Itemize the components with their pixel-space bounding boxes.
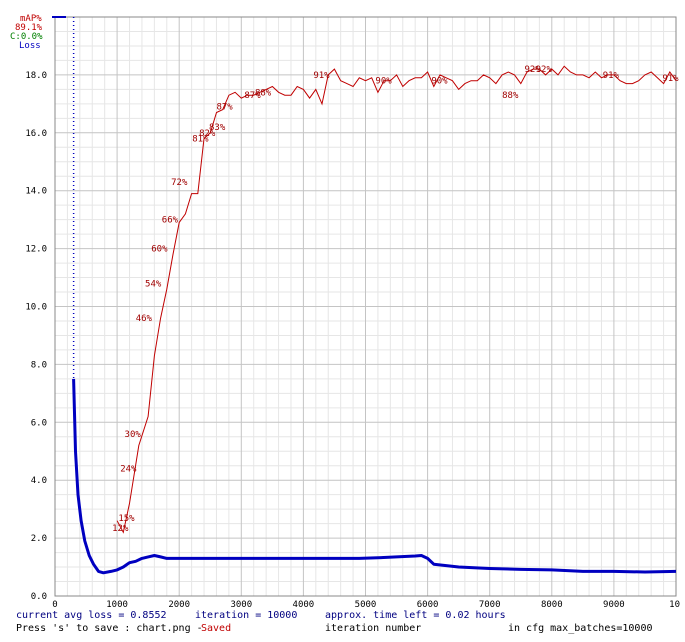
map-point-label: 15% [118, 514, 135, 524]
loss-line [72, 378, 677, 575]
map-point-label: 90% [431, 77, 448, 87]
x-tick-label: 7000 [479, 600, 501, 610]
y-tick-label: 6.0 [31, 418, 47, 428]
x-tick-labels: 0 1000 2000 3000 4000 5000 6000 7000 8000 9000 10 [52, 600, 680, 610]
x-tick-label: 3000 [230, 600, 252, 610]
y-tick-label: 14.0 [25, 187, 47, 197]
map-point-label: 88% [502, 91, 519, 101]
map-point-label: 87% [216, 103, 233, 113]
map-point-label: 91% [603, 71, 620, 81]
map-annotations: 12%15%24%30%46%54%60%66%72%81%82%83%87%8… [112, 65, 679, 534]
x-tick-label: 0 [52, 600, 57, 610]
map-point-label: 72% [171, 178, 188, 188]
map-point-label: 81% [192, 135, 209, 145]
map-point-label: 12% [112, 524, 129, 534]
map-point-label: 83% [209, 123, 226, 133]
plot-border [54, 16, 677, 597]
map-point-label: 82% [199, 129, 216, 139]
map-point-label: 91% [313, 71, 330, 81]
map-point-label: 60% [151, 245, 168, 255]
legend-loss-label: Loss [19, 41, 41, 51]
footer-saved-status: Saved [201, 623, 232, 634]
map-point-label: 91% [662, 74, 679, 84]
legend-map-value: 89.1% [15, 23, 43, 33]
map-point-label: 87% [244, 91, 261, 101]
legend-c-value: C:0.0% [10, 32, 43, 42]
x-tick-label: 5000 [355, 600, 377, 610]
map-point-label: 90% [375, 77, 392, 87]
map-point-label: 66% [162, 216, 179, 226]
y-tick-label: 2.0 [31, 534, 47, 544]
y-tick-label: 16.0 [25, 129, 47, 139]
plot-frame [54, 16, 677, 597]
map-point-label: 92% [536, 65, 553, 75]
loss-series [72, 17, 677, 575]
map-line [116, 65, 677, 534]
x-tick-label: 6000 [417, 600, 439, 610]
x-tick-label: 8000 [541, 600, 563, 610]
x-axis-title: iteration number [325, 623, 422, 634]
x-tick-label: 10 [669, 600, 680, 610]
footer-max-batches: in cfg max_batches=10000 [508, 623, 653, 634]
y-tick-label: 12.0 [25, 245, 47, 255]
map-point-label: 54% [145, 279, 162, 289]
x-tick-label: 2000 [168, 600, 190, 610]
y-tick-labels: 0.0 2.0 4.0 6.0 8.0 10.0 12.0 14.0 16.0 18.0 [25, 71, 47, 602]
x-tick-label: 4000 [293, 600, 315, 610]
map-point-label: 30% [125, 430, 142, 440]
y-tick-label: 8.0 [31, 360, 47, 370]
footer-save-hint: Press 's' to save : chart.png - [16, 623, 209, 634]
map-series [116, 65, 677, 534]
x-tick-label: 9000 [603, 600, 625, 610]
legend-map-label: mAP% [20, 14, 42, 24]
x-tick-label: 1000 [106, 600, 128, 610]
footer-time-left: approx. time left = 0.02 hours [325, 610, 506, 621]
y-tick-label: 4.0 [31, 476, 47, 486]
map-point-label: 88% [255, 88, 272, 98]
map-point-label: 46% [136, 314, 153, 324]
y-tick-label: 0.0 [31, 592, 47, 602]
map-point-label: 24% [120, 465, 137, 475]
footer-avg-loss: current avg loss = 0.8552 [16, 610, 167, 621]
map-point-label: 92% [524, 65, 541, 75]
y-tick-label: 10.0 [25, 303, 47, 313]
footer-iteration: iteration = 10000 [195, 610, 298, 621]
y-tick-label: 18.0 [25, 71, 47, 81]
